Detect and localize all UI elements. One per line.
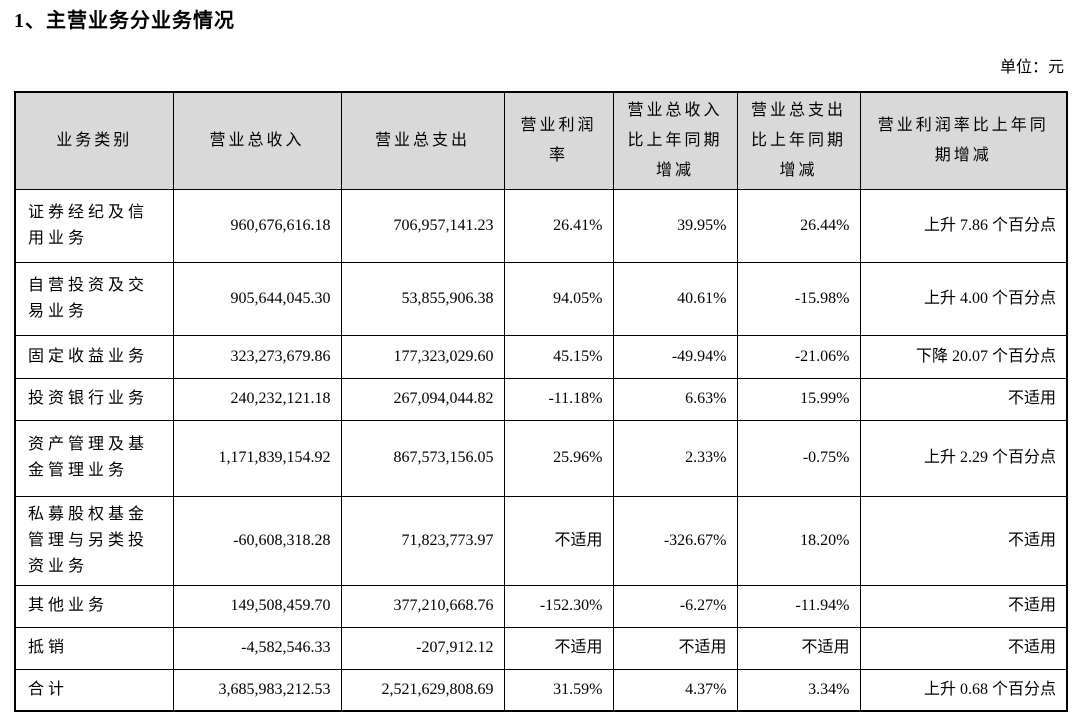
header-row: 业务类别 营业总收入 营业总支出 营业利润率 营业总收入比上年同期增减 营业总支… [14,91,1068,190]
cell-expense-yoy: 3.34% [736,668,861,712]
table-row: 抵销 -4,582,546.33 -207,912.12 不适用 不适用 不适用… [14,626,1068,670]
cell-revenue-yoy: 4.37% [612,668,738,712]
column-header-revenue-yoy: 营业总收入比上年同期增减 [612,91,738,190]
cell-business-type: 合计 [14,668,174,712]
cell-profit-margin: 45.15% [503,334,614,379]
cell-total-revenue: 323,273,679.86 [172,334,342,379]
cell-total-revenue: 3,685,983,212.53 [172,668,342,712]
cell-profit-margin: -152.30% [503,584,614,628]
cell-expense-yoy: -21.06% [736,334,861,379]
cell-business-type: 抵销 [14,626,174,670]
cell-revenue-yoy: 2.33% [612,419,738,497]
cell-profit-margin: -11.18% [503,377,614,421]
cell-profit-margin: 不适用 [503,495,614,586]
cell-expense-yoy: 26.44% [736,188,861,263]
cell-margin-yoy: 不适用 [859,495,1068,586]
unit-label: 单位：元 [999,59,1064,76]
cell-business-type: 资产管理及基金管理业务 [14,419,174,497]
table-row: 私募股权基金管理与另类投资业务 -60,608,318.28 71,823,77… [14,495,1068,586]
cell-expense-yoy: 不适用 [736,626,861,670]
cell-total-revenue: 960,676,616.18 [172,188,342,263]
cell-expense-yoy: -11.94% [736,584,861,628]
section-title: 1、主营业务分业务情况 [14,10,235,32]
cell-margin-yoy: 不适用 [859,377,1068,421]
cell-total-expense: 267,094,044.82 [340,377,505,421]
cell-business-type: 私募股权基金管理与另类投资业务 [14,495,174,586]
cell-total-expense: 377,210,668.76 [340,584,505,628]
cell-total-expense: 867,573,156.05 [340,419,505,497]
cell-total-expense: 177,323,029.60 [340,334,505,379]
cell-total-expense: 53,855,906.38 [340,261,505,336]
cell-revenue-yoy: 39.95% [612,188,738,263]
table-row: 其他业务 149,508,459.70 377,210,668.76 -152.… [14,584,1068,628]
table-row: 投资银行业务 240,232,121.18 267,094,044.82 -11… [14,377,1068,421]
cell-expense-yoy: 18.20% [736,495,861,586]
cell-margin-yoy: 下降 20.07 个百分点 [859,334,1068,379]
cell-total-revenue: 905,644,045.30 [172,261,342,336]
cell-total-revenue: 240,232,121.18 [172,377,342,421]
cell-revenue-yoy: 不适用 [612,626,738,670]
table-row: 自营投资及交易业务 905,644,045.30 53,855,906.38 9… [14,261,1068,336]
column-header-total-expense: 营业总支出 [340,91,505,190]
cell-business-type: 其他业务 [14,584,174,628]
cell-expense-yoy: -0.75% [736,419,861,497]
table-row: 固定收益业务 323,273,679.86 177,323,029.60 45.… [14,334,1068,379]
column-header-expense-yoy: 营业总支出比上年同期增减 [736,91,861,190]
cell-margin-yoy: 上升 2.29 个百分点 [859,419,1068,497]
cell-revenue-yoy: 40.61% [612,261,738,336]
cell-expense-yoy: -15.98% [736,261,861,336]
cell-revenue-yoy: -49.94% [612,334,738,379]
cell-total-revenue: 1,171,839,154.92 [172,419,342,497]
cell-total-expense: 71,823,773.97 [340,495,505,586]
column-header-margin-yoy: 营业利润率比上年同期增减 [859,91,1068,190]
cell-profit-margin: 25.96% [503,419,614,497]
column-header-business-type: 业务类别 [14,91,174,190]
business-segment-table: 业务类别 营业总收入 营业总支出 营业利润率 营业总收入比上年同期增减 营业总支… [14,91,1068,712]
cell-margin-yoy: 不适用 [859,626,1068,670]
cell-profit-margin: 31.59% [503,668,614,712]
cell-expense-yoy: 15.99% [736,377,861,421]
cell-total-expense: 2,521,629,808.69 [340,668,505,712]
cell-business-type: 投资银行业务 [14,377,174,421]
cell-business-type: 自营投资及交易业务 [14,261,174,336]
cell-revenue-yoy: -326.67% [612,495,738,586]
cell-total-revenue: 149,508,459.70 [172,584,342,628]
cell-total-revenue: -60,608,318.28 [172,495,342,586]
cell-total-expense: 706,957,141.23 [340,188,505,263]
cell-profit-margin: 26.41% [503,188,614,263]
cell-total-revenue: -4,582,546.33 [172,626,342,670]
cell-business-type: 固定收益业务 [14,334,174,379]
cell-total-expense: -207,912.12 [340,626,505,670]
cell-margin-yoy: 上升 0.68 个百分点 [859,668,1068,712]
cell-profit-margin: 94.05% [503,261,614,336]
table-row: 证券经纪及信用业务 960,676,616.18 706,957,141.23 … [14,188,1068,263]
cell-profit-margin: 不适用 [503,626,614,670]
cell-margin-yoy: 不适用 [859,584,1068,628]
cell-revenue-yoy: 6.63% [612,377,738,421]
cell-business-type: 证券经纪及信用业务 [14,188,174,263]
table-row-total: 合计 3,685,983,212.53 2,521,629,808.69 31.… [14,668,1068,712]
cell-revenue-yoy: -6.27% [612,584,738,628]
column-header-total-revenue: 营业总收入 [172,91,342,190]
table-row: 资产管理及基金管理业务 1,171,839,154.92 867,573,156… [14,419,1068,497]
column-header-profit-margin: 营业利润率 [503,91,614,190]
cell-margin-yoy: 上升 4.00 个百分点 [859,261,1068,336]
cell-margin-yoy: 上升 7.86 个百分点 [859,188,1068,263]
